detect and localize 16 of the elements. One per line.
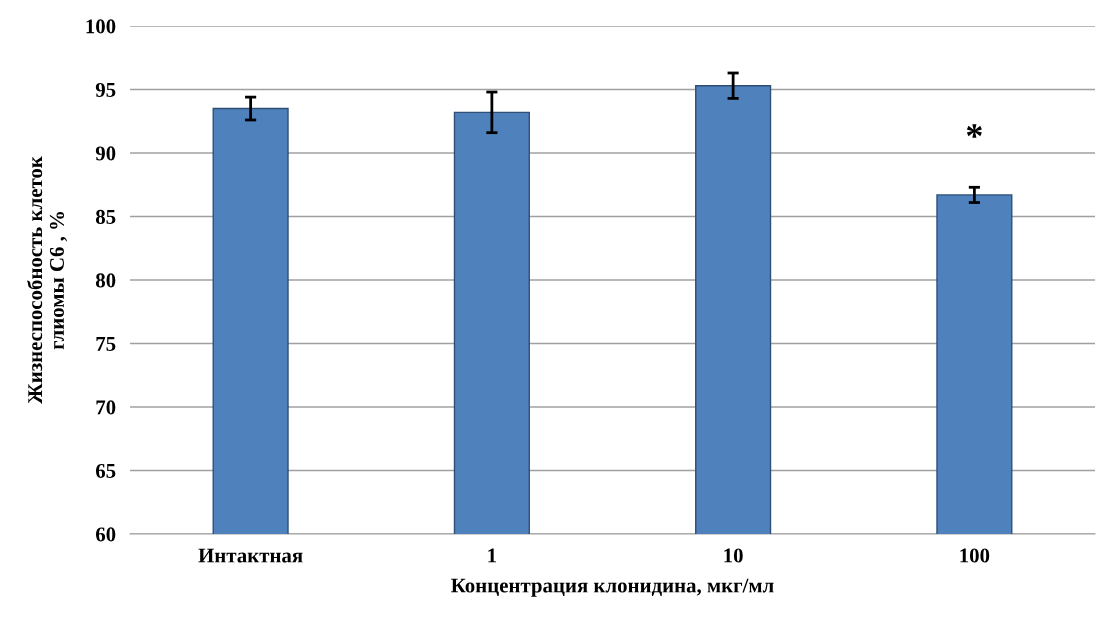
y-tick-label: 100 <box>86 19 116 34</box>
y-tick-label: 65 <box>95 463 116 478</box>
y-tick-label: 90 <box>95 146 116 161</box>
y-tick-label: 95 <box>95 82 116 97</box>
y-tick-label: 60 <box>95 527 116 542</box>
y-tick-label: 85 <box>95 209 116 224</box>
annotation: * <box>966 124 982 138</box>
x-tick-label: 10 <box>724 548 743 563</box>
y-tick-label: 75 <box>96 337 116 351</box>
y-tick-label: 80 <box>95 273 116 288</box>
x-axis-title: Концентрация клонидина, мкг/мл <box>451 578 774 597</box>
x-tick-label: Интактная <box>198 548 303 563</box>
x-tick-label: 1 <box>488 548 497 563</box>
y-axis-title: Жизнеспособность клеток глиомы С6 , % <box>27 156 67 404</box>
x-tick-label: 100 <box>960 548 990 563</box>
y-tick-label: 70 <box>96 400 116 415</box>
